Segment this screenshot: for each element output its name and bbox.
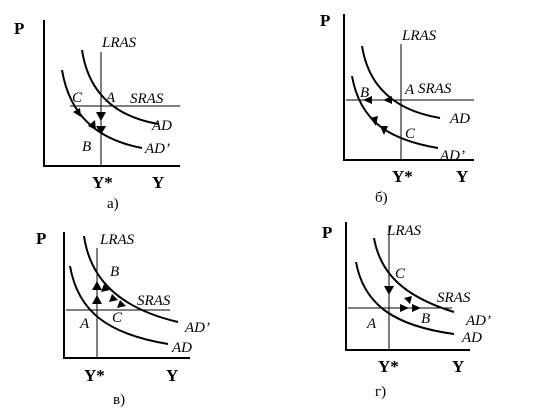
panel-a-point-b: B	[82, 139, 91, 155]
panel-d-axes	[345, 222, 470, 351]
panel-c-sras-label: SRAS	[137, 293, 171, 309]
panel-c-arrow-c-down	[117, 300, 126, 308]
panel-c-point-b: B	[110, 264, 119, 280]
panel-d-point-c: C	[395, 266, 406, 282]
panel-b: P LRAS SRAS AD AD’ A B C Y* Y б)	[320, 11, 474, 206]
panel-a-y-axis-label: Y	[152, 173, 164, 192]
panel-b-ad-curve	[361, 45, 441, 119]
panel-c-point-c: C	[112, 310, 123, 326]
panel-c-point-a: A	[79, 316, 90, 332]
panel-a-point-a: A	[105, 90, 116, 106]
panel-c-ad-curve	[69, 265, 169, 345]
panel-d-arrow-right-1	[400, 304, 409, 312]
panel-a-ad-curve	[81, 49, 159, 125]
panel-c-arrow-down-2	[109, 294, 118, 302]
panel-d-p-axis-label: P	[322, 223, 332, 242]
panel-a-ystar-label: Y*	[92, 173, 113, 192]
panel-d-ystar-label: Y*	[378, 357, 399, 376]
panel-a-p-axis-label: P	[14, 19, 24, 38]
panel-d-sras-label: SRAS	[437, 290, 471, 306]
panel-d: P LRAS SRAS AD’ AD A B C Y* Y г)	[322, 222, 491, 400]
panel-a-sras-label: SRAS	[130, 91, 164, 107]
panel-c: P LRAS SRAS AD’ AD A B C Y* Y в)	[36, 229, 210, 408]
panel-d-arrow-down-2	[404, 296, 412, 304]
panel-a-arrow-a-down	[96, 112, 106, 121]
panel-b-p-axis-label: P	[320, 11, 330, 30]
panel-b-point-a: A	[404, 82, 415, 98]
panel-b-point-b: B	[360, 85, 369, 101]
panel-b-axes	[343, 14, 474, 161]
panel-b-caption: б)	[375, 190, 388, 206]
panel-c-arrow-b-down	[101, 284, 110, 292]
panel-c-p-axis-label: P	[36, 229, 46, 248]
panel-c-axes	[63, 232, 190, 359]
panel-b-sras-label: SRAS	[418, 81, 452, 97]
panel-c-caption: в)	[113, 392, 125, 408]
panel-b-lras-label: LRAS	[401, 28, 437, 44]
panel-b-ad-prime-label: AD’	[439, 148, 465, 164]
panel-c-arrow-up-1	[92, 281, 102, 290]
panel-a-arrow-c-up	[73, 108, 81, 117]
panel-b-ad-prime-curve	[351, 75, 439, 149]
panel-b-y-axis-label: Y	[456, 167, 468, 186]
panel-d-ad-prime-curve	[373, 237, 455, 313]
panel-a-lras-label: LRAS	[101, 35, 137, 51]
panel-a-ad-prime-curve	[61, 69, 143, 149]
panel-a-ad-prime-label: AD’	[144, 141, 170, 157]
panel-d-ad-prime-label: AD’	[465, 313, 491, 329]
panel-c-ad-label: AD	[171, 340, 192, 356]
panel-c-y-axis-label: Y	[166, 366, 178, 385]
panel-d-caption: г)	[375, 384, 386, 400]
panel-d-ad-curve	[355, 261, 455, 335]
panel-c-lras-label: LRAS	[99, 232, 135, 248]
panel-a: P LRAS SRAS AD AD’ A B C Y* Y а)	[14, 19, 180, 212]
panel-a-caption: а)	[107, 196, 119, 212]
panel-b-arrow-down-2	[380, 126, 388, 135]
panel-b-arrow-down-1	[370, 116, 378, 126]
panel-d-arrow-c-down	[384, 286, 394, 295]
panel-a-axes	[43, 20, 180, 167]
panel-b-arrow-left-2	[363, 96, 372, 104]
panel-a-point-c: C	[72, 90, 83, 106]
panel-b-point-c: C	[405, 126, 416, 142]
panel-c-ad-prime-curve	[83, 235, 179, 323]
panel-c-ad-prime-label: AD’	[184, 320, 210, 336]
panel-d-y-axis-label: Y	[452, 357, 464, 376]
panel-d-point-b: B	[421, 311, 430, 327]
panel-d-lras-label: LRAS	[386, 223, 422, 239]
panel-c-ystar-label: Y*	[84, 366, 105, 385]
panel-a-ad-label: AD	[151, 118, 172, 134]
panel-a-arrow-b-up	[88, 120, 96, 130]
panel-b-arrow-left-1	[383, 96, 392, 104]
panel-c-arrow-up-2	[92, 295, 102, 304]
panel-b-ad-label: AD	[449, 111, 470, 127]
panel-d-arrow-right-2	[412, 304, 421, 312]
panel-d-ad-label: AD	[461, 330, 482, 346]
panel-a-arrow-down-2	[96, 126, 106, 135]
panel-d-point-a: A	[366, 316, 377, 332]
panel-b-ystar-label: Y*	[392, 167, 413, 186]
